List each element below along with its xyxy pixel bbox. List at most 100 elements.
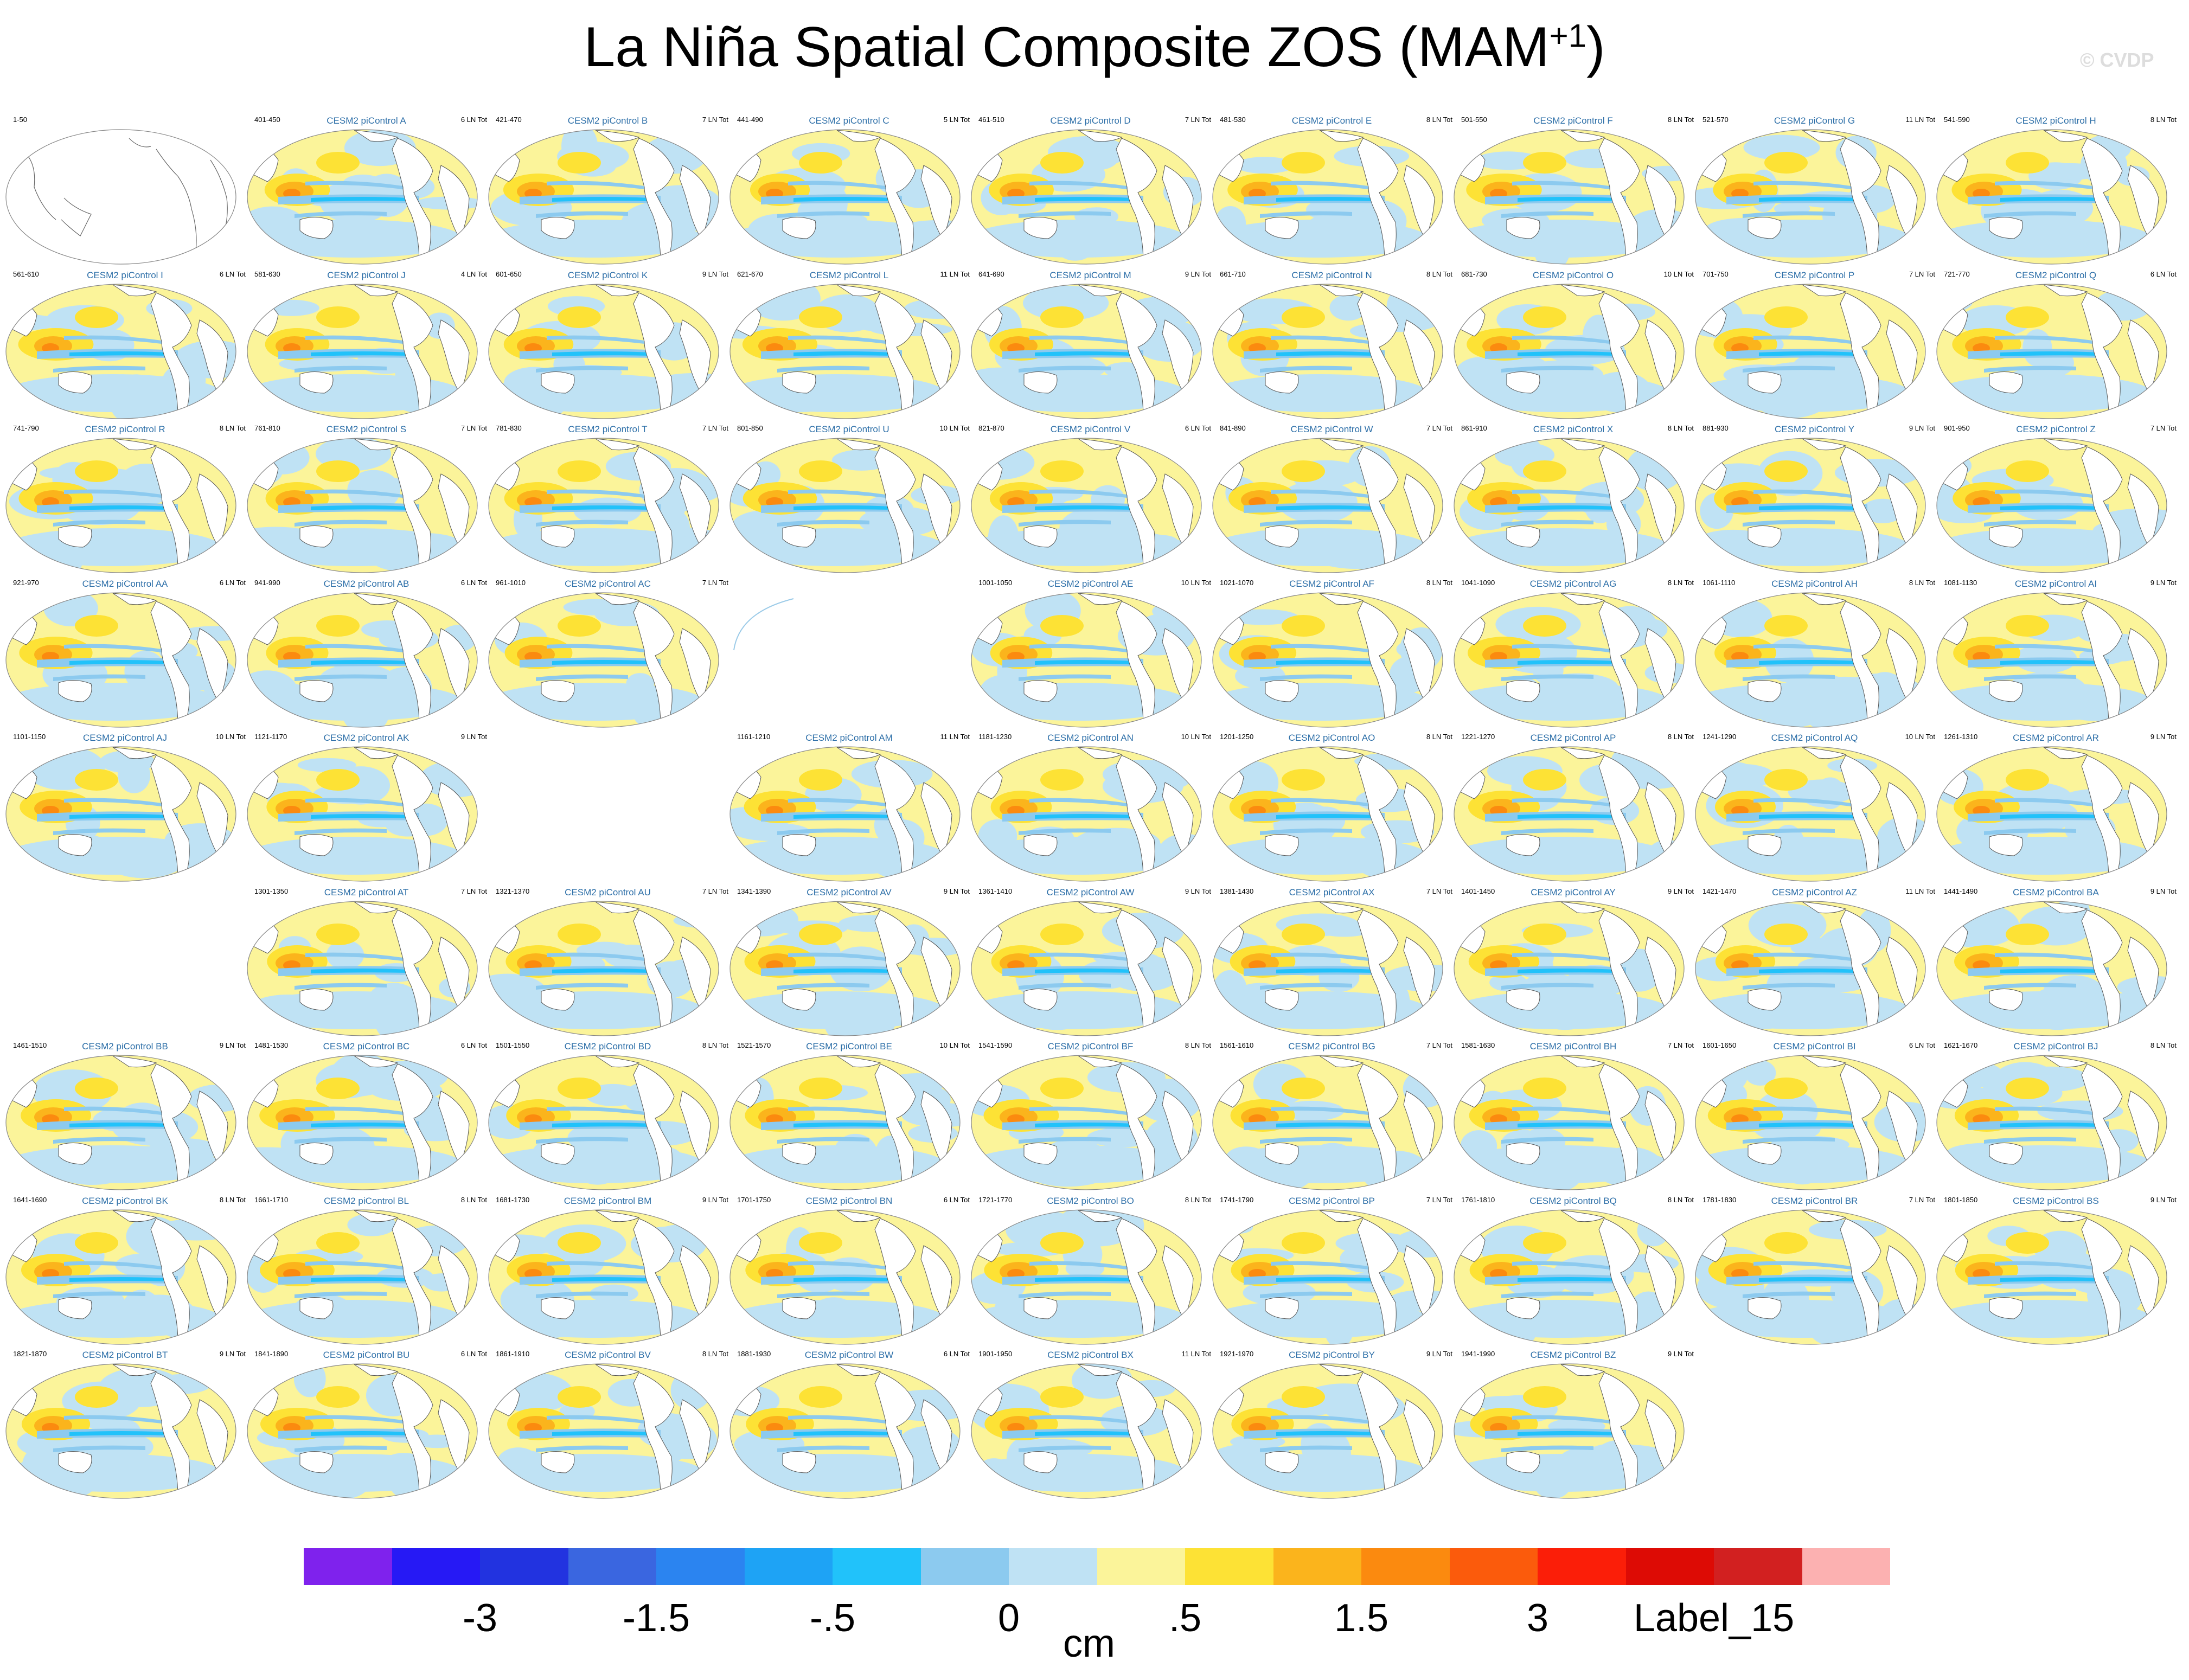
map-outline — [488, 129, 719, 265]
colorbar-box — [1714, 1548, 1802, 1585]
zos-field — [730, 438, 960, 573]
map-outline — [5, 592, 236, 728]
map-outline — [971, 746, 1202, 882]
panel-years-label: 621-670 — [737, 270, 763, 278]
panel-years-label: 1461-1510 — [13, 1041, 47, 1049]
zos-field — [489, 901, 719, 1036]
panel-title: CESM2 piControl BG — [1288, 1041, 1375, 1051]
panel-years-label: 921-970 — [13, 578, 39, 587]
panel-years-label: 1421-1470 — [1702, 887, 1737, 895]
zos-field — [247, 130, 477, 264]
map-outline — [1936, 1209, 2167, 1345]
panel-title: CESM2 piControl W — [1290, 424, 1373, 434]
zos-field — [247, 438, 477, 573]
panel-years-label: 501-550 — [1461, 116, 1487, 124]
colorbar-box — [1361, 1548, 1450, 1585]
zos-field — [1213, 284, 1443, 419]
panel-ln-total: 10 LN Tot — [939, 1041, 970, 1049]
panel-years-label: 841-890 — [1220, 424, 1246, 432]
map-panel: 1761-1810 CESM2 piControl BQ 8 LN Tot — [1452, 1196, 1694, 1357]
panel-years-label: 1641-1690 — [13, 1195, 47, 1204]
panel-ln-total: 8 LN Tot — [1426, 578, 1452, 587]
panel-ln-total: 7 LN Tot — [1667, 1041, 1694, 1049]
panel-years-label: 1781-1830 — [1702, 1195, 1737, 1204]
zos-field — [1695, 284, 1925, 419]
map-panel: 1101-1150 CESM2 piControl AJ 10 LN Tot — [4, 733, 246, 894]
zos-field — [1937, 284, 2167, 419]
panel-title: CESM2 piControl B — [567, 116, 648, 126]
panel-title: CESM2 piControl BL — [324, 1195, 409, 1206]
map-panel: 1061-1110 CESM2 piControl AH 8 LN Tot — [1694, 579, 1935, 740]
zos-field — [971, 438, 1201, 573]
colorbar-box — [480, 1548, 568, 1585]
land-masses — [1213, 593, 1435, 726]
map-svg — [1936, 900, 2167, 1036]
panel-title: CESM2 piControl Y — [1774, 424, 1855, 434]
panel-ln-total: 7 LN Tot — [1909, 1195, 1935, 1204]
map-outline — [1212, 129, 1443, 265]
panel-ln-total: 9 LN Tot — [2150, 887, 2177, 895]
map-panel: 441-490 CESM2 piControl C 5 LN Tot — [728, 116, 970, 277]
zos-field — [1695, 747, 1925, 881]
zos-field — [6, 592, 236, 727]
panel-years-label: 441-490 — [737, 116, 763, 124]
map-svg — [5, 129, 236, 265]
map-svg — [971, 1363, 1202, 1499]
map-svg — [488, 283, 719, 419]
map-outline — [1695, 592, 1926, 728]
map-panel: 1041-1090 CESM2 piControl AG 8 LN Tot — [1452, 579, 1694, 740]
map-outline — [971, 1209, 1202, 1345]
zos-field — [971, 592, 1201, 727]
panel-title: CESM2 piControl F — [1533, 116, 1613, 126]
panel-years-label: 1761-1810 — [1461, 1195, 1495, 1204]
panel-ln-total: 7 LN Tot — [1426, 1195, 1452, 1204]
map-svg — [5, 592, 236, 728]
panel-ln-total: 8 LN Tot — [460, 1195, 487, 1204]
panel-ln-total: 10 LN Tot — [1905, 733, 1935, 741]
map-svg — [1936, 1055, 2167, 1190]
map-svg — [1936, 438, 2167, 573]
panel-years-label: 521-570 — [1702, 116, 1729, 124]
map-panel: 1361-1410 CESM2 piControl AW 9 LN Tot — [970, 887, 1211, 1048]
panel-title: CESM2 piControl E — [1291, 116, 1372, 126]
map-svg — [1212, 592, 1443, 728]
panel-years-label: 761-810 — [254, 424, 280, 432]
panel-ln-total: 6 LN Tot — [460, 1041, 487, 1049]
panel-title: CESM2 piControl AR — [2013, 733, 2099, 743]
panel-title: CESM2 piControl AP — [1530, 733, 1616, 743]
land-masses — [1454, 1364, 1676, 1498]
panel-ln-total: 7 LN Tot — [460, 887, 487, 895]
map-outline — [5, 1209, 236, 1345]
panel-title: CESM2 piControl AC — [565, 578, 651, 589]
map-outline — [1695, 283, 1926, 419]
map-panel: 1581-1630 CESM2 piControl BH 7 LN Tot — [1452, 1041, 1694, 1202]
zos-field — [247, 284, 477, 419]
map-outline — [971, 438, 1202, 573]
panel-years-label: 1941-1990 — [1461, 1350, 1495, 1358]
map-outline — [5, 283, 236, 419]
panel-years-label: 1161-1210 — [737, 733, 771, 741]
zos-field — [1695, 592, 1925, 727]
zos-field — [1937, 438, 2167, 573]
panel-ln-total: 8 LN Tot — [1667, 733, 1694, 741]
zos-field — [489, 592, 719, 727]
map-outline — [247, 746, 478, 882]
panel-ln-total: 7 LN Tot — [1426, 424, 1452, 432]
colorbar-tick-label: 0 — [997, 1596, 1020, 1640]
panel-title: CESM2 piControl BW — [804, 1350, 894, 1360]
zos-field — [1695, 1209, 1925, 1344]
zos-field — [1695, 438, 1925, 573]
zos-field — [6, 1055, 236, 1190]
panel-ln-total: 8 LN Tot — [2150, 116, 2177, 124]
zos-field — [1454, 1055, 1684, 1190]
zos-field — [1213, 1364, 1443, 1498]
panel-title: CESM2 piControl J — [327, 270, 406, 280]
panel-years-label: 781-830 — [496, 424, 522, 432]
map-panel: 1401-1450 CESM2 piControl AY 9 LN Tot — [1452, 887, 1694, 1048]
panel-ln-total: 8 LN Tot — [219, 424, 246, 432]
panel-ln-total: 6 LN Tot — [460, 116, 487, 124]
map-panel: 421-470 CESM2 piControl B 7 LN Tot — [487, 116, 728, 277]
map-svg — [247, 1055, 478, 1190]
map-panel: 961-1010 CESM2 piControl AC 7 LN Tot — [487, 579, 728, 740]
map-panel: 1001-1050 CESM2 piControl AE 10 LN Tot — [970, 579, 1211, 740]
